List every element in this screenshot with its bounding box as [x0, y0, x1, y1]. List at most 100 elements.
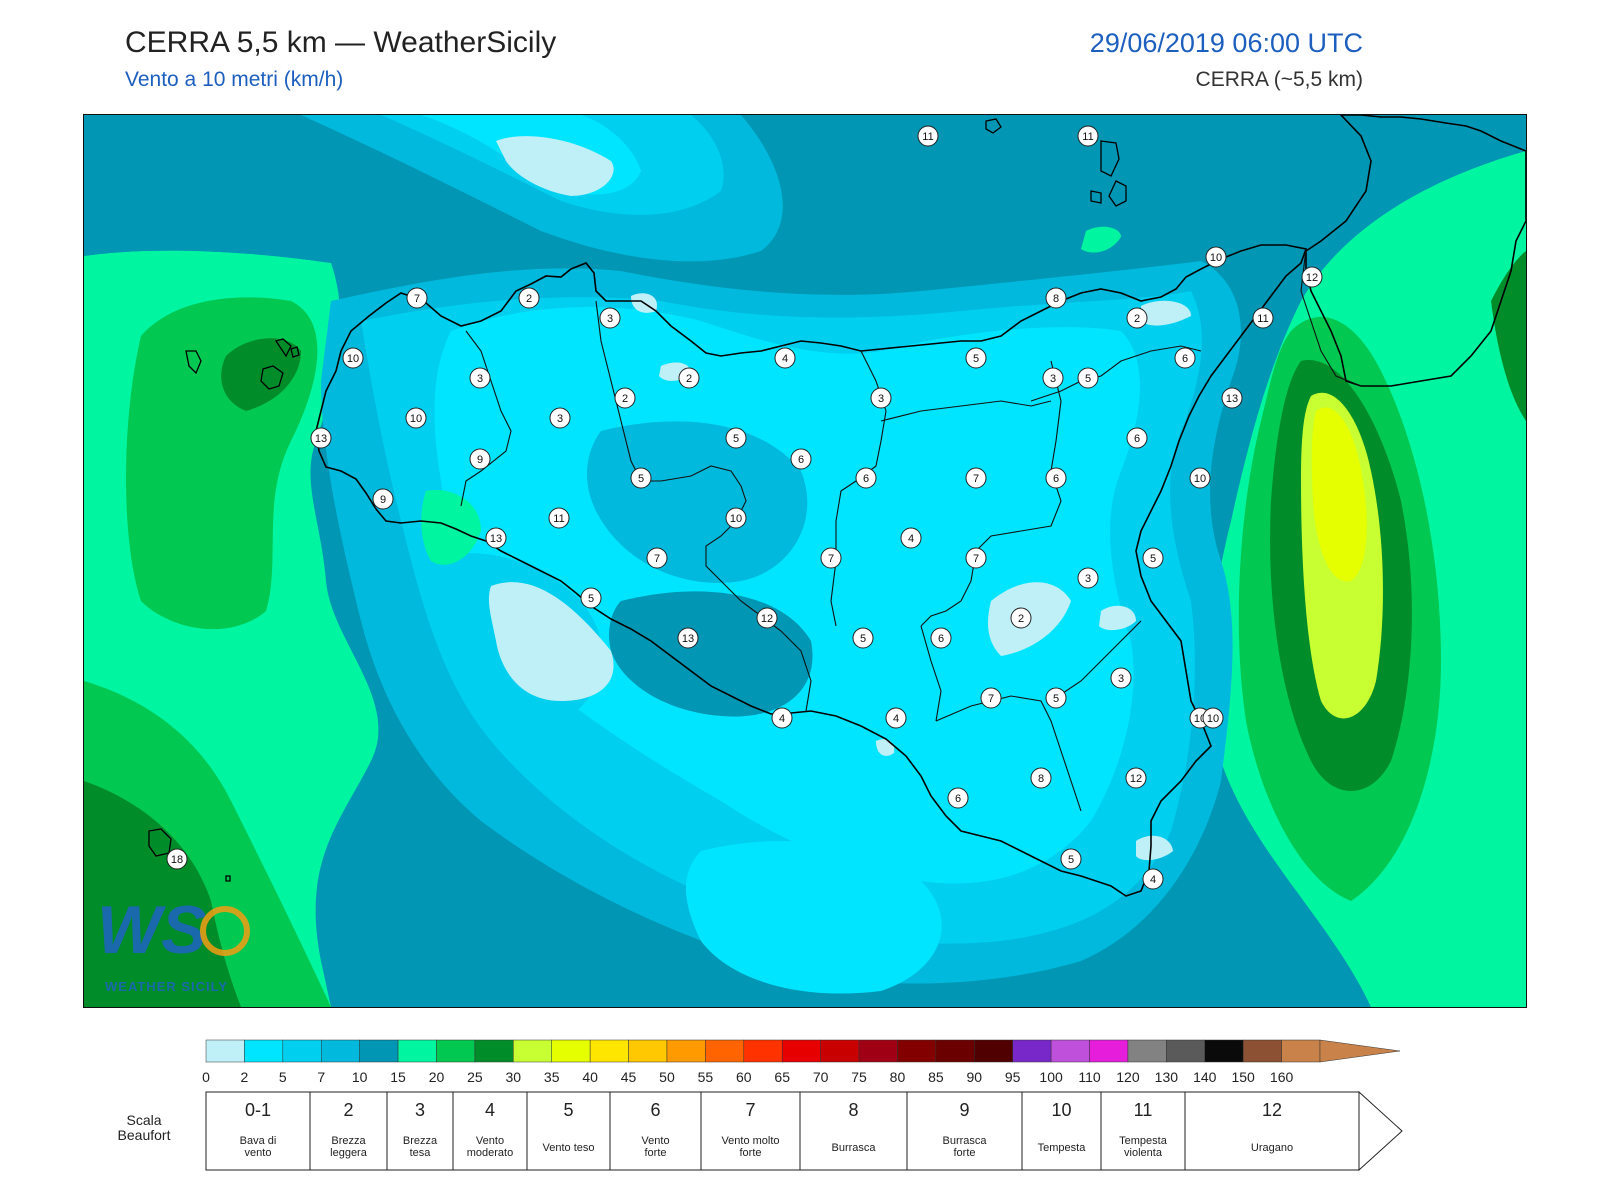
wind-station-value: 13 — [1226, 393, 1238, 405]
color-scale-tick-label: 130 — [1155, 1069, 1179, 1085]
wind-station-marker: 2 — [678, 367, 700, 389]
color-scale-tick-label: 60 — [736, 1069, 752, 1085]
wind-station-marker: 2 — [1126, 307, 1148, 329]
wind-station-marker: 12 — [1301, 266, 1323, 288]
color-scale-tick-label: 80 — [890, 1069, 906, 1085]
wind-station-value: 9 — [477, 454, 483, 466]
color-scale-swatch — [858, 1039, 898, 1063]
color-scale-tick-label: 95 — [1005, 1069, 1021, 1085]
color-scale-swatch — [589, 1039, 629, 1063]
beaufort-number: 9 — [959, 1100, 969, 1120]
linosa-island — [225, 875, 231, 882]
color-scale-swatch — [897, 1039, 937, 1063]
wind-station-marker: 2 — [518, 287, 540, 309]
wind-station-value: 5 — [1085, 373, 1091, 385]
wind-station-marker: 13 — [677, 627, 699, 649]
color-scale-tick-label: 10 — [352, 1069, 368, 1085]
wind-station-marker: 7 — [820, 547, 842, 569]
wind-band-0-2-northeast — [1141, 300, 1191, 326]
color-scale-swatch — [1242, 1039, 1282, 1063]
wind-station-marker: 10 — [1205, 246, 1227, 268]
wind-station-marker: 7 — [965, 547, 987, 569]
wind-station-marker: 13 — [1221, 387, 1243, 409]
wind-station-marker: 9 — [372, 488, 394, 510]
wind-band-25-30-egadi — [221, 338, 301, 411]
wind-station-marker: 8 — [1045, 287, 1067, 309]
wind-station-value: 5 — [638, 473, 644, 485]
wind-station-marker: 7 — [965, 467, 987, 489]
wind-station-marker: 10 — [1189, 467, 1211, 489]
wind-station-value: 7 — [654, 553, 660, 565]
stromboli-island — [985, 118, 1002, 134]
beaufort-number: 0-1 — [245, 1100, 271, 1120]
beaufort-label: Beaufort — [118, 1127, 171, 1143]
wind-station-marker: 5 — [965, 347, 987, 369]
province-border — [935, 695, 1082, 812]
wind-station-value: 6 — [863, 473, 869, 485]
color-scale-tick-label: 70 — [813, 1069, 829, 1085]
wind-station-value: 6 — [938, 633, 944, 645]
beaufort-cell: 8 Burrasca — [799, 1091, 908, 1171]
beaufort-number: 2 — [343, 1100, 353, 1120]
beaufort-number: 7 — [745, 1100, 755, 1120]
wind-station-marker: 9 — [469, 448, 491, 470]
wind-station-value: 4 — [779, 713, 785, 725]
wind-station-value: 8 — [1053, 293, 1059, 305]
color-scale-arrow — [1319, 1039, 1401, 1063]
wind-station-value: 3 — [557, 413, 563, 425]
beaufort-label: Scala — [126, 1112, 161, 1128]
wind-band-0-2-southwest — [488, 582, 614, 701]
wind-station-value: 2 — [1134, 313, 1140, 325]
logo-text: WEATHER SICILY — [105, 979, 228, 994]
sicily-coastline — [315, 244, 1308, 897]
wind-station-value: 5 — [588, 593, 594, 605]
wind-station-value: 7 — [973, 553, 979, 565]
map-subtitle: Vento a 10 metri (km/h) — [125, 68, 344, 91]
beaufort-number: 3 — [415, 1100, 425, 1120]
color-scale-swatch — [320, 1039, 360, 1063]
beaufort-description: Tempesta — [1119, 1135, 1168, 1147]
wind-station-value: 4 — [1150, 874, 1156, 886]
beaufort-description: Bava di — [240, 1135, 277, 1147]
wind-station-marker: 6 — [1126, 427, 1148, 449]
wind-station-marker: 5 — [1060, 848, 1082, 870]
color-scale-tick-label: 40 — [582, 1069, 598, 1085]
wind-station-value: 3 — [1085, 573, 1091, 585]
beaufort-description: forte — [953, 1147, 975, 1159]
wind-station-value: 10 — [410, 413, 422, 425]
color-scale-swatch — [244, 1039, 284, 1063]
wind-station-value: 5 — [973, 353, 979, 365]
wind-station-marker: 10 — [405, 407, 427, 429]
model-resolution: CERRA (~5,5 km) — [1195, 68, 1363, 91]
wind-station-marker: 5 — [1142, 547, 1164, 569]
wind-station-value: 13 — [490, 533, 502, 545]
province-border — [1030, 345, 1202, 402]
wind-station-marker: 6 — [790, 448, 812, 470]
wind-station-value: 18 — [171, 854, 183, 866]
wind-station-value: 3 — [1118, 673, 1124, 685]
beaufort-number: 12 — [1262, 1100, 1282, 1120]
wind-station-value: 9 — [380, 494, 386, 506]
color-scale-tick-label: 35 — [544, 1069, 560, 1085]
color-scale-tick-label: 140 — [1193, 1069, 1217, 1085]
color-scale-swatch — [1281, 1039, 1321, 1063]
wind-station-value: 2 — [622, 393, 628, 405]
color-scale-tick-label: 65 — [774, 1069, 790, 1085]
wind-station-value: 6 — [1053, 473, 1059, 485]
beaufort-description: Brezza — [403, 1135, 438, 1147]
map-title: CERRA 5,5 km — WeatherSicily — [125, 26, 557, 59]
color-scale-swatch — [781, 1039, 821, 1063]
beaufort-description: Burrasca — [942, 1135, 987, 1147]
wind-station-marker: 11 — [917, 125, 939, 147]
wind-station-marker: 13 — [310, 427, 332, 449]
wind-band-7-10-central — [586, 421, 808, 583]
wind-station-marker: 12 — [756, 607, 778, 629]
salina-island — [1100, 140, 1120, 177]
wind-station-marker: 6 — [1045, 467, 1067, 489]
wind-band-25-30-southwest — [84, 781, 241, 1007]
wind-station-marker: 4 — [900, 527, 922, 549]
